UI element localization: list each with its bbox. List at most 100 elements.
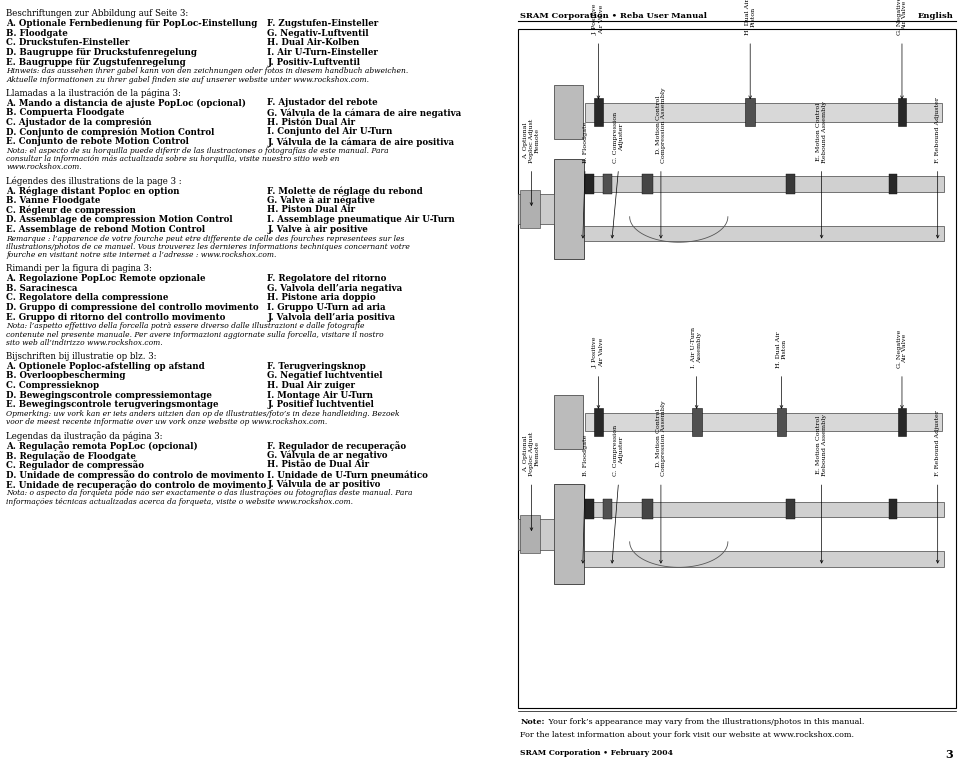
Text: C. Ajustador de la compresión: C. Ajustador de la compresión xyxy=(6,118,152,127)
Text: G. Válvula de ar negativo: G. Válvula de ar negativo xyxy=(267,450,388,461)
Text: F. Rebound Adjuster: F. Rebound Adjuster xyxy=(935,97,940,163)
Bar xyxy=(585,174,594,194)
Text: C. Régleur de compression: C. Régleur de compression xyxy=(6,205,136,215)
Text: F. Rebound Adjuster: F. Rebound Adjuster xyxy=(935,410,940,476)
Bar xyxy=(593,408,603,436)
Text: SRAM Corporation • Reba User Manual: SRAM Corporation • Reba User Manual xyxy=(520,12,708,20)
Text: C. Compression
Adjuster: C. Compression Adjuster xyxy=(613,111,624,163)
Text: A. Optional
Poploc Adjust
Remote: A. Optional Poploc Adjust Remote xyxy=(523,118,540,163)
Text: illustrations/photos de ce manuel. Vous trouverez les dernieres informations tec: illustrations/photos de ce manuel. Vous … xyxy=(6,243,410,251)
Text: H. Dual Air-Kolben: H. Dual Air-Kolben xyxy=(267,38,359,47)
Bar xyxy=(518,29,955,708)
Text: Your fork’s appearance may vary from the illustrations/photos in this manual.: Your fork’s appearance may vary from the… xyxy=(545,718,864,726)
Text: D. Unidade de compressão do controlo de movimento: D. Unidade de compressão do controlo de … xyxy=(6,470,264,480)
Text: A. Optionele Poploc-afstelling op afstand: A. Optionele Poploc-afstelling op afstan… xyxy=(6,361,204,371)
Text: H. Dual Air
Piston: H. Dual Air Piston xyxy=(776,331,787,368)
Text: I. Air U-Turn-Einsteller: I. Air U-Turn-Einsteller xyxy=(267,48,378,57)
Text: E. Bewegingscontrole terugveringsmontage: E. Bewegingscontrole terugveringsmontage xyxy=(6,400,219,409)
Text: G. Valve à air négative: G. Valve à air négative xyxy=(267,196,375,205)
Text: contenute nel presente manuale. Per avere informazioni aggiornate sulla forcella: contenute nel presente manuale. Per aver… xyxy=(6,330,384,339)
Text: SRAM Corporation • February 2004: SRAM Corporation • February 2004 xyxy=(520,749,673,757)
Text: informações técnicas actualizadas acerca da forqueta, visite o website www.rocks: informações técnicas actualizadas acerca… xyxy=(6,498,353,506)
Text: D. Conjunto de compresión Motion Control: D. Conjunto de compresión Motion Control xyxy=(6,128,214,137)
Text: F. Zugstufen-Einsteller: F. Zugstufen-Einsteller xyxy=(267,19,378,28)
Text: A. Optional
Poploc Adjust
Remote: A. Optional Poploc Adjust Remote xyxy=(523,432,540,476)
Text: I. Gruppo U-Turn ad aria: I. Gruppo U-Turn ad aria xyxy=(267,303,386,312)
Text: J. Positive
Air Valve: J. Positive Air Valve xyxy=(593,336,604,368)
Text: I. Unidade de U-Turn pneumático: I. Unidade de U-Turn pneumático xyxy=(267,470,428,480)
Bar xyxy=(786,174,795,194)
Text: D. Motion Control
Compression Assembly: D. Motion Control Compression Assembly xyxy=(656,87,666,163)
Bar xyxy=(889,174,897,194)
Bar xyxy=(520,190,540,228)
Text: I. Assemblage pneumatique Air U-Turn: I. Assemblage pneumatique Air U-Turn xyxy=(267,215,455,224)
Text: C. Regulador de compressão: C. Regulador de compressão xyxy=(6,461,144,471)
Text: H. Dual Air zuiger: H. Dual Air zuiger xyxy=(267,381,355,390)
Text: B. Floodgate: B. Floodgate xyxy=(583,121,588,163)
Bar xyxy=(593,98,603,126)
Text: F. Ajustador del rebote: F. Ajustador del rebote xyxy=(267,98,377,108)
Text: B. Overloopbescherming: B. Overloopbescherming xyxy=(6,372,126,380)
Bar xyxy=(585,413,942,431)
Text: Opmerking: uw vork kan er iets anders uitzien dan op de illustraties/foto’s in d: Opmerking: uw vork kan er iets anders ui… xyxy=(6,410,399,418)
Bar xyxy=(518,194,554,224)
Text: G. Negative
Air Valve: G. Negative Air Valve xyxy=(897,0,907,35)
Text: Légendes des illustrations de la page 3 :: Légendes des illustrations de la page 3 … xyxy=(6,176,181,186)
Text: E. Motion Control
Rebound Assembly: E. Motion Control Rebound Assembly xyxy=(816,414,827,476)
Text: Hinweis: das aussehen ihrer gabel kann von den zeichnungen oder fotos in diesem : Hinweis: das aussehen ihrer gabel kann v… xyxy=(6,67,408,75)
Bar xyxy=(777,408,786,436)
Text: J. Válvula de la cámara de aire positiva: J. Válvula de la cámara de aire positiva xyxy=(267,137,454,146)
Text: Note:: Note: xyxy=(520,718,544,726)
Text: H. Dual Air
Piston: H. Dual Air Piston xyxy=(745,0,756,35)
Text: C. Regolatore della compressione: C. Regolatore della compressione xyxy=(6,293,169,303)
Text: A. Regulação remota PopLoc (opcional): A. Regulação remota PopLoc (opcional) xyxy=(6,441,198,451)
Text: fourche en visitant notre site internet a l’adresse : www.rockshox.com.: fourche en visitant notre site internet … xyxy=(6,252,276,259)
Text: H. Pistone aria doppio: H. Pistone aria doppio xyxy=(267,293,375,303)
Text: G. Válvula de la cámara de aire negativa: G. Válvula de la cámara de aire negativa xyxy=(267,108,462,118)
Text: B. Floodgate: B. Floodgate xyxy=(583,434,588,476)
Text: J. Positiv-Luftventil: J. Positiv-Luftventil xyxy=(267,57,360,67)
Text: C. Compressieknop: C. Compressieknop xyxy=(6,381,99,390)
Text: Nota: o aspecto da forqueta pode não ser exactamente o das ilustrações ou fotogr: Nota: o aspecto da forqueta pode não ser… xyxy=(6,489,413,498)
Bar xyxy=(642,174,653,194)
Text: E. Unidade de recuperação do controlo de movimento: E. Unidade de recuperação do controlo de… xyxy=(6,480,267,490)
Text: B. Vanne Floodgate: B. Vanne Floodgate xyxy=(6,196,101,205)
Bar xyxy=(642,499,653,519)
Text: J. Positive
Air Valve: J. Positive Air Valve xyxy=(593,3,604,35)
Text: For the latest information about your fork visit our website at www.rockshox.com: For the latest information about your fo… xyxy=(520,731,854,738)
Text: Llamadas a la ilustración de la página 3:: Llamadas a la ilustración de la página 3… xyxy=(6,89,181,98)
Text: A. Réglage distant Poploc en option: A. Réglage distant Poploc en option xyxy=(6,186,180,196)
Bar xyxy=(898,98,906,126)
Text: Bijschriften bij illustratie op blz. 3:: Bijschriften bij illustratie op blz. 3: xyxy=(6,352,156,361)
Text: B. Compuerta Floodgate: B. Compuerta Floodgate xyxy=(6,108,125,117)
Bar xyxy=(518,519,554,550)
Text: D. Baugruppe für Druckstufenregelung: D. Baugruppe für Druckstufenregelung xyxy=(6,48,197,57)
Text: E. Gruppo di ritorno del controllo movimento: E. Gruppo di ritorno del controllo movim… xyxy=(6,313,226,322)
Bar xyxy=(898,408,906,436)
Text: H. Pistón Dual Air: H. Pistón Dual Air xyxy=(267,118,355,127)
Text: A. Regolazione PopLoc Remote opzionale: A. Regolazione PopLoc Remote opzionale xyxy=(6,274,205,283)
Text: voor de meest recente informatie over uw vork onze website op www.rockshox.com.: voor de meest recente informatie over uw… xyxy=(6,419,327,426)
Text: A. Optionale Fernbedienung für PopLoc-Einstellung: A. Optionale Fernbedienung für PopLoc-Ei… xyxy=(6,19,257,28)
Bar xyxy=(786,499,795,519)
Text: G. Negatief luchtventiel: G. Negatief luchtventiel xyxy=(267,372,383,380)
Text: H. Piston Dual Air: H. Piston Dual Air xyxy=(267,205,355,214)
Text: J. Valve à air positive: J. Valve à air positive xyxy=(267,224,368,235)
Text: D. Assemblage de compression Motion Control: D. Assemblage de compression Motion Cont… xyxy=(6,215,232,224)
Bar xyxy=(554,159,584,259)
Bar xyxy=(583,226,945,241)
Text: E. Assemblage de rebond Motion Control: E. Assemblage de rebond Motion Control xyxy=(6,224,205,234)
Text: C. Druckstufen-Einsteller: C. Druckstufen-Einsteller xyxy=(6,38,130,47)
Text: sito web all’indirizzo www.rockshox.com.: sito web all’indirizzo www.rockshox.com. xyxy=(6,339,163,347)
Text: F. Terugveringsknop: F. Terugveringsknop xyxy=(267,361,366,371)
Bar xyxy=(583,502,945,517)
Text: E. Conjunto de rebote Motion Control: E. Conjunto de rebote Motion Control xyxy=(6,137,189,146)
Bar xyxy=(585,103,942,122)
Text: F. Molette de réglage du rebond: F. Molette de réglage du rebond xyxy=(267,186,422,196)
Bar xyxy=(583,176,945,192)
Bar xyxy=(745,98,756,126)
Text: J. Positief luchtventiel: J. Positief luchtventiel xyxy=(267,400,374,409)
Text: D. Motion Control
Compression Assembly: D. Motion Control Compression Assembly xyxy=(656,400,666,476)
Bar xyxy=(603,499,612,519)
Text: I. Air U-Turn
Assembly: I. Air U-Turn Assembly xyxy=(691,327,702,368)
